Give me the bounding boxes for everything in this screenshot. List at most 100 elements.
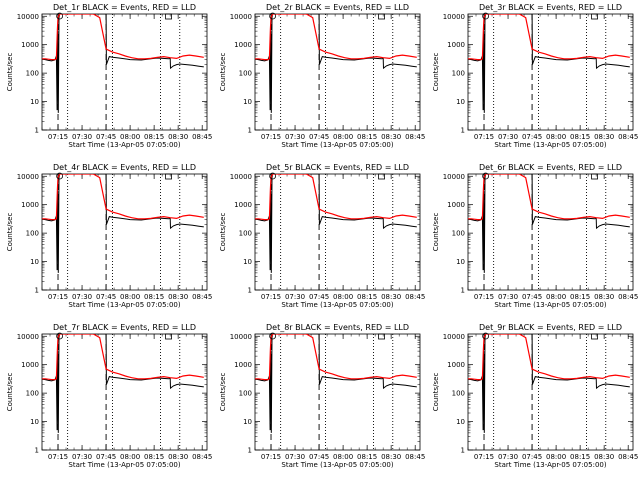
x-tick-label: 08:45	[405, 133, 425, 141]
panel-title: Det_8r BLACK = Events, RED = LLD	[266, 323, 409, 332]
x-tick-label: 08:15	[357, 133, 377, 141]
y-axis-label: Counts/sec	[6, 213, 14, 252]
panel-title: Det_4r BLACK = Events, RED = LLD	[53, 163, 196, 172]
x-tick-label: 08:45	[618, 133, 638, 141]
flare-marker-box	[378, 173, 385, 180]
x-tick-label: 07:15	[48, 293, 68, 301]
flare-marker-circle	[482, 332, 490, 340]
plot-frame	[254, 173, 421, 291]
flare-marker-box	[165, 173, 172, 180]
y-tick-label: 1	[35, 127, 39, 135]
series-events-line	[468, 14, 630, 113]
x-tick-label: 08:30	[594, 293, 614, 301]
flare-marker-box	[165, 13, 172, 20]
series-events-line	[42, 14, 204, 113]
x-tick-label: 08:00	[120, 133, 140, 141]
x-tick-label: 07:45	[96, 293, 116, 301]
flare-marker-box	[591, 173, 598, 180]
flare-marker-box	[591, 333, 598, 340]
y-tick-label: 10000	[230, 173, 252, 181]
y-tick-label: 10000	[17, 333, 39, 341]
x-tick-label: 07:45	[522, 133, 542, 141]
panel-6: Det_6r BLACK = Events, RED = LLD 1 10 100 10…	[432, 163, 638, 309]
y-tick-label: 10000	[230, 13, 252, 21]
plot-frame	[41, 13, 208, 131]
plot-frame	[41, 173, 208, 291]
x-tick-label: 07:15	[474, 133, 494, 141]
x-tick-label: 08:15	[570, 293, 590, 301]
panel-title: Det_3r BLACK = Events, RED = LLD	[479, 3, 622, 12]
y-tick-label: 100	[26, 390, 39, 398]
x-tick-label: 08:00	[120, 453, 140, 461]
series-lld-line	[468, 174, 630, 221]
y-axis-label: Counts/sec	[219, 53, 227, 92]
plot-frame	[254, 333, 421, 451]
x-tick-label: 07:15	[48, 453, 68, 461]
x-tick-label: 07:30	[498, 293, 518, 301]
y-axis-label: Counts/sec	[432, 53, 440, 92]
y-tick-label: 1	[35, 287, 39, 295]
panel-title: Det_7r BLACK = Events, RED = LLD	[53, 323, 196, 332]
y-tick-label: 100	[452, 230, 465, 238]
y-tick-label: 10	[30, 98, 39, 106]
y-tick-label: 1	[248, 127, 252, 135]
series-events-line	[42, 174, 204, 273]
series-lld-line	[255, 14, 417, 61]
x-tick-label: 08:45	[405, 453, 425, 461]
x-tick-label: 08:30	[381, 453, 401, 461]
x-tick-label: 07:30	[285, 293, 305, 301]
x-tick-label: 08:15	[357, 293, 377, 301]
plot-frame	[467, 173, 634, 291]
panel-title: Det_6r BLACK = Events, RED = LLD	[479, 163, 622, 172]
flare-marker-box	[378, 333, 385, 340]
y-tick-label: 1000	[21, 41, 39, 49]
x-axis-label: Start Time (13-Apr-05 07:05:00)	[281, 461, 393, 469]
x-axis-label: Start Time (13-Apr-05 07:05:00)	[494, 301, 606, 309]
x-tick-label: 07:45	[309, 293, 329, 301]
x-axis-label: Start Time (13-Apr-05 07:05:00)	[494, 141, 606, 149]
x-tick-label: 08:45	[192, 133, 212, 141]
flare-marker-circle	[482, 172, 490, 180]
panel-8: Det_8r BLACK = Events, RED = LLD 1 10 100 10…	[219, 323, 425, 469]
y-tick-label: 10000	[17, 173, 39, 181]
panel-title: Det_9r BLACK = Events, RED = LLD	[479, 323, 622, 332]
flare-marker-circle	[56, 332, 64, 340]
x-tick-label: 08:45	[618, 293, 638, 301]
x-tick-label: 08:30	[381, 293, 401, 301]
y-tick-label: 10	[243, 258, 252, 266]
x-tick-label: 07:45	[309, 133, 329, 141]
y-tick-label: 10	[30, 418, 39, 426]
y-tick-label: 10000	[443, 13, 465, 21]
x-tick-label: 08:30	[168, 293, 188, 301]
x-tick-label: 08:15	[570, 453, 590, 461]
y-tick-label: 10000	[443, 333, 465, 341]
plot-frame	[41, 333, 208, 451]
flare-marker-box	[165, 333, 172, 340]
panel-1: Det_1r BLACK = Events, RED = LLD 1 10 100 10…	[6, 3, 212, 149]
x-tick-label: 07:30	[498, 453, 518, 461]
x-tick-label: 07:45	[309, 453, 329, 461]
y-tick-label: 10	[456, 418, 465, 426]
y-tick-label: 1000	[21, 361, 39, 369]
x-tick-label: 08:45	[192, 293, 212, 301]
x-tick-label: 08:15	[144, 293, 164, 301]
y-tick-label: 100	[26, 230, 39, 238]
x-tick-label: 08:30	[381, 133, 401, 141]
x-tick-label: 08:30	[594, 453, 614, 461]
y-tick-label: 1000	[21, 201, 39, 209]
y-tick-label: 1	[35, 447, 39, 455]
panel-5: Det_5r BLACK = Events, RED = LLD 1 10 100 10…	[219, 163, 425, 309]
y-tick-label: 100	[26, 70, 39, 78]
flare-marker-circle	[56, 172, 64, 180]
x-tick-label: 07:15	[474, 293, 494, 301]
y-tick-label: 1000	[234, 201, 252, 209]
series-lld-line	[42, 174, 204, 221]
series-lld-line	[42, 14, 204, 61]
panel-4: Det_4r BLACK = Events, RED = LLD 1 10 100 10…	[6, 163, 212, 309]
plot-frame	[467, 13, 634, 131]
plot-frame	[467, 333, 634, 451]
y-tick-label: 1000	[447, 41, 465, 49]
flare-marker-circle	[482, 12, 490, 20]
panel-title: Det_5r BLACK = Events, RED = LLD	[266, 163, 409, 172]
x-axis-label: Start Time (13-Apr-05 07:05:00)	[68, 461, 180, 469]
